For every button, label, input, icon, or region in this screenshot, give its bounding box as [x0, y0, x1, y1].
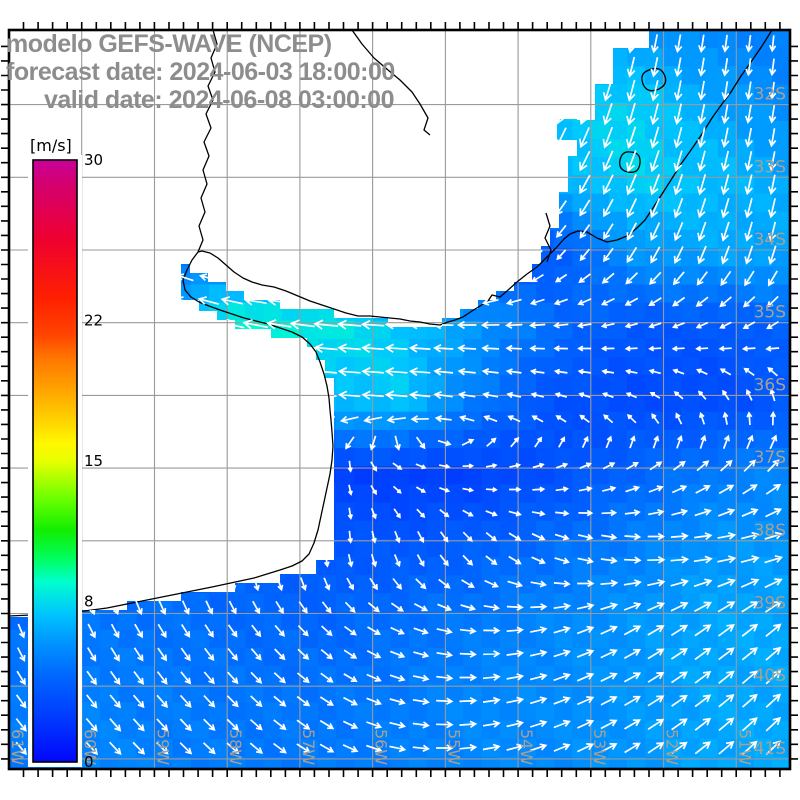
lon-label: 51W	[735, 729, 754, 765]
colorbar-tick-labels: 30 22 15 8 0	[84, 151, 103, 771]
lon-label: 56W	[372, 729, 391, 765]
lat-label: 36S	[754, 375, 786, 395]
title-line-valid: valid date: 2024-06-08 03:00:00	[44, 86, 394, 114]
colorbar-tick-label: 22	[84, 312, 103, 330]
colorbar-gradient	[32, 159, 78, 763]
title-line-forecast: forecast date: 2024-06-03 18:00:00	[6, 58, 395, 86]
colorbar-tick-label: 30	[84, 151, 103, 169]
coastline-parana-river	[197, 29, 218, 253]
map-frame-ticks	[1, 22, 798, 777]
lat-label: 37S	[754, 448, 786, 468]
axis-labels: 32S 33S 34S 35S 36S 37S 38S 39S 40S 41S 61W 60W 59W 5…	[8, 85, 786, 766]
lon-label: 52W	[663, 729, 682, 765]
lon-label: 58W	[226, 729, 245, 765]
colorbar-tick-label: 15	[84, 452, 103, 470]
ocean-speed-cells	[9, 30, 790, 769]
lon-label: 60W	[81, 729, 100, 765]
coastline	[8, 29, 773, 617]
lat-label: 35S	[754, 303, 786, 323]
colorbar-tick-label: 8	[84, 593, 94, 611]
coastline-lagoons	[544, 67, 667, 263]
colorbar: [m/s] 30 22 15 8 0	[28, 136, 103, 771]
title-line-model: modelo GEFS-WAVE (NCEP)	[6, 30, 332, 58]
coastline-uruguay-atlantic	[197, 29, 773, 326]
lon-label: 53W	[590, 729, 609, 765]
plot-title: modelo GEFS-WAVE (NCEP) forecast date: 2…	[6, 30, 395, 114]
lat-label: 33S	[754, 157, 786, 177]
lon-label: 57W	[299, 729, 318, 765]
colorbar-unit-label: [m/s]	[30, 136, 72, 155]
lat-label: 32S	[754, 85, 786, 105]
coastline-rio-negro	[351, 29, 431, 136]
lon-label: 61W	[8, 729, 27, 765]
coastline-argentina	[8, 251, 334, 617]
lat-label: 38S	[754, 521, 786, 541]
lat-label: 34S	[754, 230, 786, 250]
lon-label: 59W	[154, 729, 173, 765]
lat-label: 41S	[754, 739, 786, 759]
colorbar-tick-label: 0	[84, 753, 94, 771]
lon-label: 55W	[444, 729, 463, 765]
lat-label: 39S	[754, 594, 786, 614]
lat-label: 40S	[754, 666, 786, 686]
lon-label: 54W	[517, 729, 536, 765]
